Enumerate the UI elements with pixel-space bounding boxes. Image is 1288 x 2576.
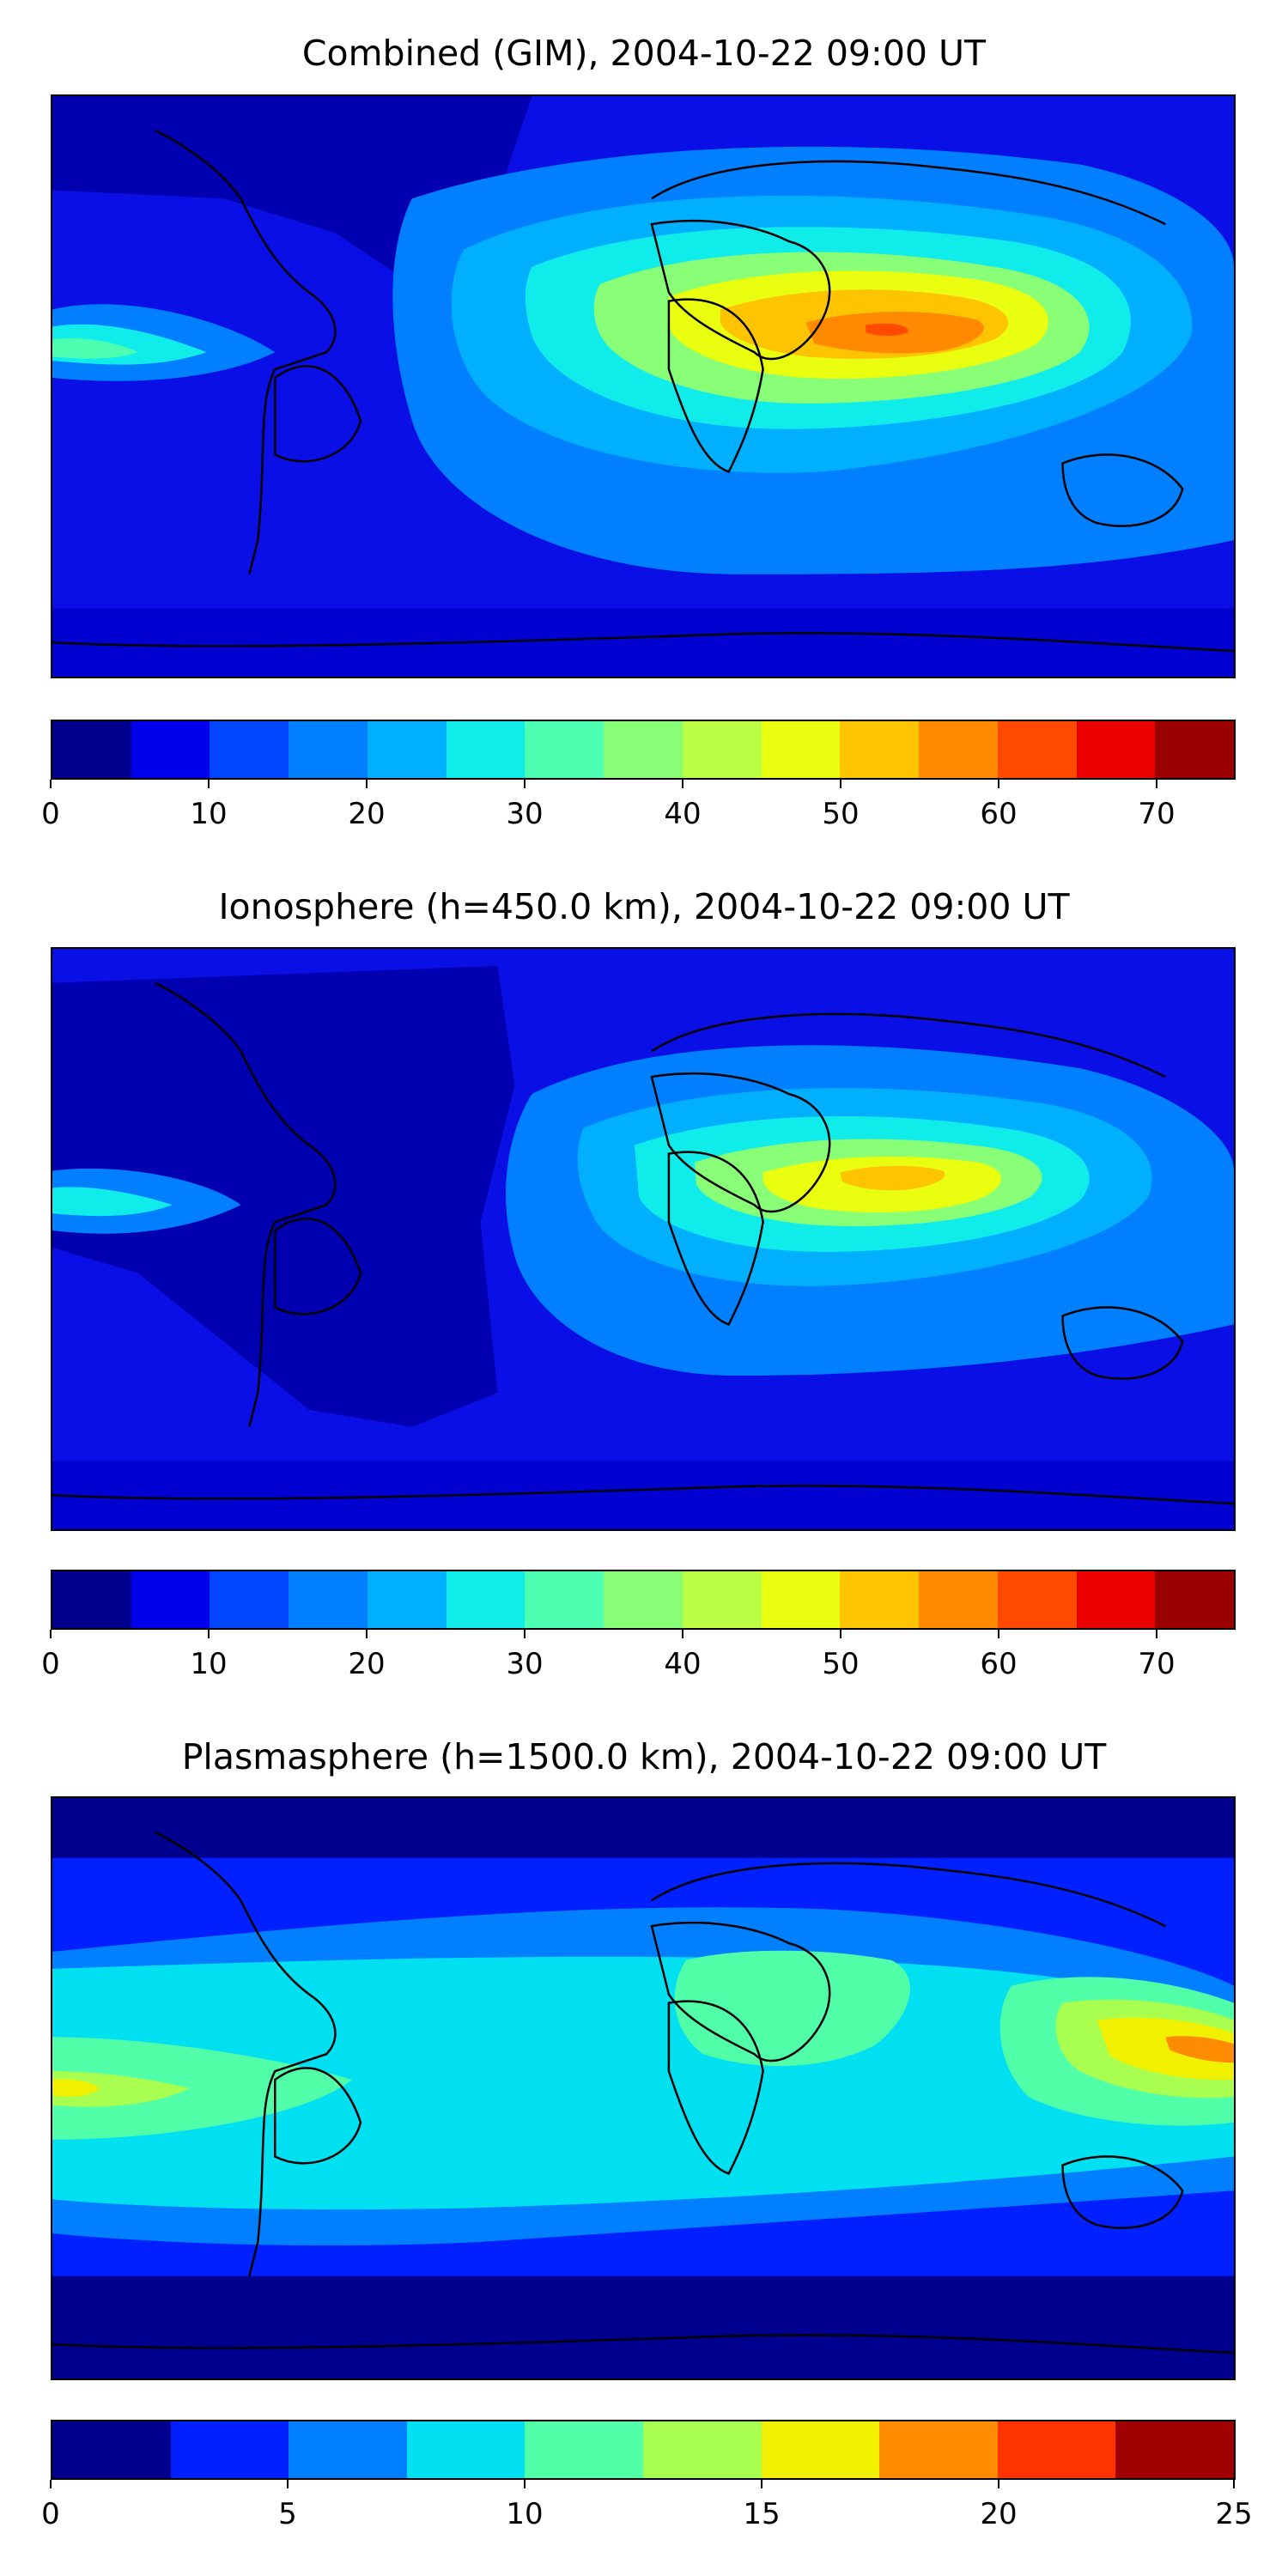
tick-label: 20 <box>348 797 386 831</box>
panel-title: Plasmasphere (h=1500.0 km), 2004-10-22 0… <box>181 1736 1107 1777</box>
coastlines <box>52 129 1234 653</box>
tick-label: 10 <box>190 1647 228 1681</box>
colorbar-combined <box>51 720 1236 780</box>
tick-label: 5 <box>278 2497 297 2531</box>
tick-label: 25 <box>1215 2497 1253 2531</box>
tick-label: 40 <box>664 1647 702 1681</box>
map-combined <box>51 94 1236 678</box>
coastlines <box>52 981 1234 1505</box>
tec-map-ionosphere <box>52 949 1234 1529</box>
colorbar-plasmasphere <box>51 2420 1236 2480</box>
colorbar-ticks-plasmasphere: 0 5 10 15 20 25 <box>41 2480 1253 2531</box>
tick-label: 60 <box>980 1647 1018 1681</box>
panel-title: Ionosphere (h=450.0 km), 2004-10-22 09:0… <box>218 886 1070 927</box>
tick-label: 0 <box>41 797 60 831</box>
tick-label: 10 <box>190 797 228 831</box>
tick-label: 10 <box>506 2497 544 2531</box>
tick-label: 20 <box>980 2497 1018 2531</box>
tick-label: 0 <box>41 1647 60 1681</box>
tick-label: 30 <box>506 1647 544 1681</box>
tick-label: 30 <box>506 797 544 831</box>
map-plasmasphere <box>51 1796 1236 2380</box>
colorbar-ticks-combined: 0 10 20 30 40 50 60 70 <box>41 780 1236 831</box>
tec-map-combined <box>52 96 1234 677</box>
tick-label: 40 <box>664 797 702 831</box>
tick-label: 50 <box>822 797 860 831</box>
tick-label: 15 <box>743 2497 781 2531</box>
coastlines <box>52 1831 1234 2354</box>
colorbar-ionosphere <box>51 1570 1236 1630</box>
map-ionosphere <box>51 947 1236 1531</box>
tick-label: 0 <box>41 2497 60 2531</box>
tick-label: 20 <box>348 1647 386 1681</box>
tec-map-plasmasphere <box>52 1798 1234 2379</box>
tick-label: 70 <box>1138 1647 1176 1681</box>
tick-label: 50 <box>822 1647 860 1681</box>
tick-label: 70 <box>1138 797 1176 831</box>
tick-label: 60 <box>980 797 1018 831</box>
panel-title: Combined (GIM), 2004-10-22 09:00 UT <box>301 33 987 74</box>
colorbar-ticks-ionosphere: 0 10 20 30 40 50 60 70 <box>41 1630 1236 1681</box>
